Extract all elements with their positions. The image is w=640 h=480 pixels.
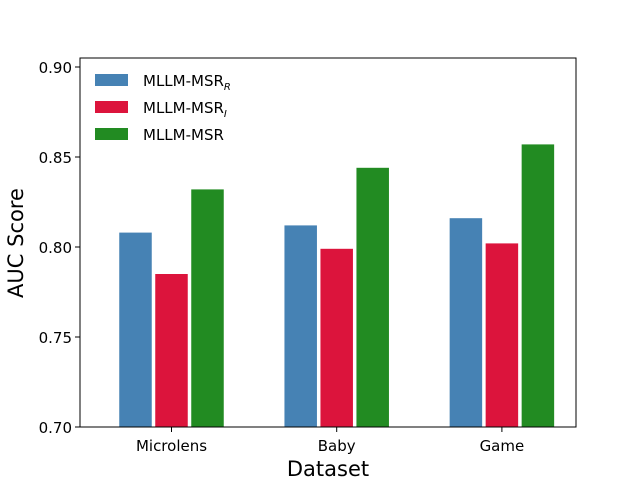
legend-swatch (95, 128, 128, 140)
bars-layer (119, 144, 555, 428)
y-tick-label: 0.70 (39, 419, 72, 437)
bar (356, 167, 389, 428)
bar (521, 144, 555, 427)
bar (449, 218, 483, 427)
x-tick-label: Microlens (136, 437, 207, 455)
bar (485, 243, 519, 427)
y-tick-label: 0.85 (39, 149, 72, 167)
y-axis: 0.70 0.75 0.80 0.85 0.90 (39, 59, 80, 437)
bar (155, 274, 188, 427)
bar (119, 232, 152, 427)
legend-label: MLLM-MSR (143, 126, 224, 144)
legend: MLLM-MSRR MLLM-MSRI MLLM-MSR (95, 72, 231, 144)
y-tick-label: 0.80 (39, 239, 72, 257)
y-axis-label: AUC Score (4, 188, 28, 298)
x-axis: Microlens Baby Game (136, 427, 524, 455)
bar (320, 248, 353, 427)
x-axis-label: Dataset (287, 457, 369, 480)
legend-label: MLLM-MSRR (143, 72, 231, 93)
legend-swatch (95, 74, 128, 86)
bar (191, 189, 224, 427)
y-tick-label: 0.90 (39, 59, 72, 77)
y-tick-label: 0.75 (39, 329, 72, 347)
x-tick-label: Baby (318, 437, 356, 455)
legend-label: MLLM-MSRI (143, 99, 227, 120)
bar (284, 225, 317, 427)
x-tick-label: Game (480, 437, 525, 455)
plot-frame (79, 57, 577, 428)
legend-swatch (95, 101, 128, 113)
